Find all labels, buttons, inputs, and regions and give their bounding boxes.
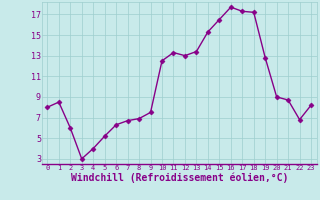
X-axis label: Windchill (Refroidissement éolien,°C): Windchill (Refroidissement éolien,°C): [70, 172, 288, 183]
